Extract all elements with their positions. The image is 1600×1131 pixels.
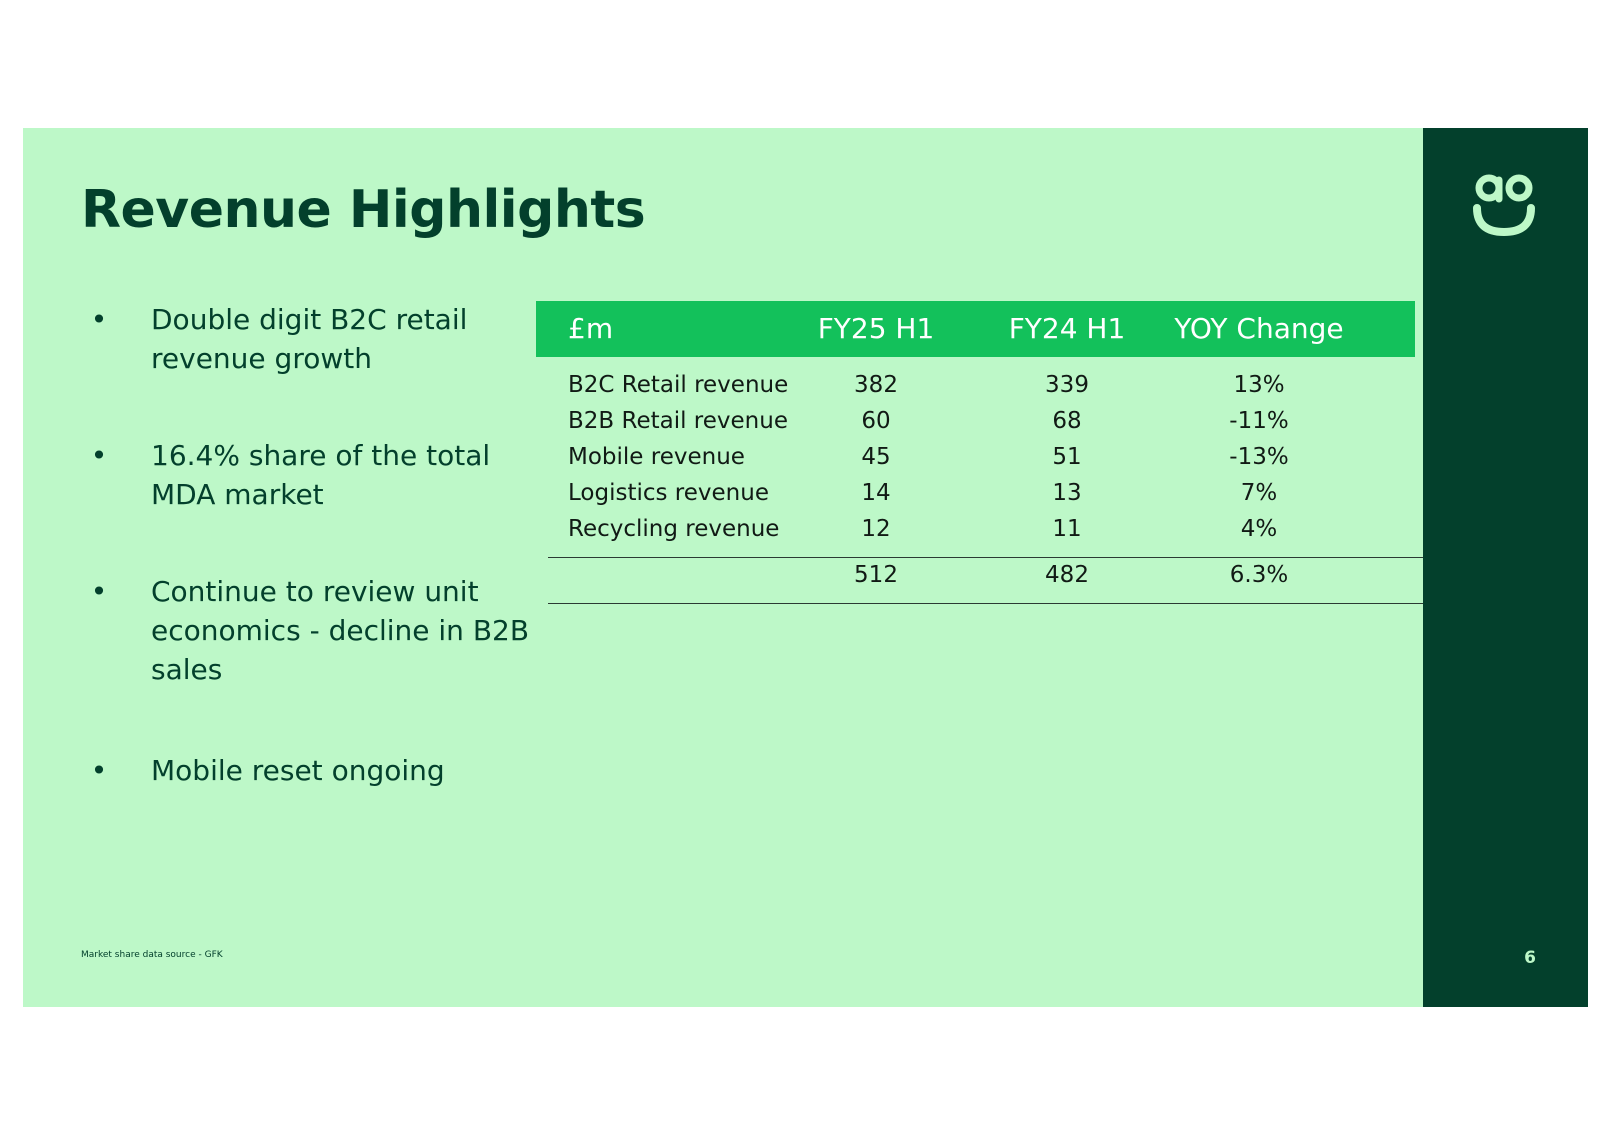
total-fy24: 482 <box>1045 562 1089 588</box>
row-fy25: 60 <box>861 408 891 434</box>
footnote: Market share data source - GFK <box>81 950 223 960</box>
table-header: £m FY25 H1 FY24 H1 YOY Change <box>536 301 1415 357</box>
table-row: Recycling revenue 12 11 4% <box>536 511 1415 547</box>
table-row: Mobile revenue 45 51 -13% <box>536 439 1415 475</box>
row-label: Logistics revenue <box>568 480 769 506</box>
total-row: 512 482 6.3% <box>536 557 1415 593</box>
row-yoy: 4% <box>1240 516 1278 542</box>
row-yoy: -11% <box>1229 408 1289 434</box>
ao-smile-logo-icon <box>1473 174 1535 237</box>
total-fy25: 512 <box>854 562 898 588</box>
row-fy24: 339 <box>1045 372 1089 398</box>
bullet-icon: • <box>90 303 108 336</box>
side-panel: 6 <box>1423 128 1588 1007</box>
table-row: B2C Retail revenue 382 339 13% <box>536 367 1415 403</box>
page-number: 6 <box>1524 948 1536 968</box>
row-label: B2B Retail revenue <box>568 408 788 434</box>
row-fy24: 11 <box>1052 516 1082 542</box>
row-label: Recycling revenue <box>568 516 780 542</box>
bullet-text: Continue to review unit economics - decl… <box>151 575 530 686</box>
bullet-text: Mobile reset ongoing <box>151 754 445 787</box>
bullet-icon: • <box>90 754 108 787</box>
row-fy24: 13 <box>1052 480 1082 506</box>
header-yoy: YOY Change <box>1174 312 1344 345</box>
bullet-list: • Double digit B2C retail revenue growth … <box>87 300 547 790</box>
row-fy25: 382 <box>854 372 898 398</box>
row-fy24: 68 <box>1052 408 1082 434</box>
bullet-item: • Double digit B2C retail revenue growth <box>87 300 547 378</box>
table-row: B2B Retail revenue 60 68 -11% <box>536 403 1415 439</box>
page-title: Revenue Highlights <box>81 180 646 240</box>
table-row: Logistics revenue 14 13 7% <box>536 475 1415 511</box>
total-yoy: 6.3% <box>1229 562 1289 588</box>
bullet-item: • Mobile reset ongoing <box>87 751 547 790</box>
row-fy25: 12 <box>861 516 891 542</box>
bullet-item: • 16.4% share of the total MDA market <box>87 436 547 514</box>
bullet-item: • Continue to review unit economics - dec… <box>87 572 547 689</box>
total-bottom-rule <box>548 603 1423 604</box>
bullet-icon: • <box>90 575 108 608</box>
row-label: B2C Retail revenue <box>568 372 789 398</box>
total-top-rule <box>548 557 1423 558</box>
row-yoy: 13% <box>1233 372 1285 398</box>
header-fy24: FY24 H1 <box>1008 312 1126 345</box>
row-yoy: -13% <box>1229 444 1289 470</box>
bullet-icon: • <box>90 439 108 472</box>
bullet-text: 16.4% share of the total MDA market <box>151 439 491 511</box>
slide: Revenue Highlights • Double digit B2C ret… <box>23 128 1588 1007</box>
row-label: Mobile revenue <box>568 444 745 470</box>
row-yoy: 7% <box>1240 480 1278 506</box>
header-fy25: FY25 H1 <box>817 312 935 345</box>
row-fy25: 45 <box>861 444 891 470</box>
bullet-text: Double digit B2C retail revenue growth <box>151 303 468 375</box>
row-fy24: 51 <box>1052 444 1082 470</box>
header-unit: £m <box>568 312 614 345</box>
row-fy25: 14 <box>861 480 891 506</box>
